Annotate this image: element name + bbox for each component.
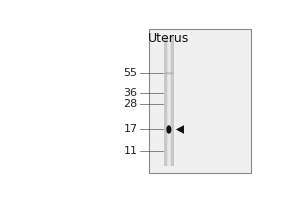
Bar	[164, 36, 173, 166]
Text: 17: 17	[123, 124, 137, 134]
Polygon shape	[176, 125, 184, 134]
Text: 55: 55	[124, 68, 137, 78]
Text: 36: 36	[124, 88, 137, 98]
Bar	[149, 29, 251, 173]
Text: Uterus: Uterus	[148, 32, 190, 45]
Text: 11: 11	[124, 146, 137, 156]
Ellipse shape	[166, 125, 171, 134]
Bar	[168, 36, 170, 166]
Text: 28: 28	[123, 99, 137, 109]
Bar	[167, 36, 171, 166]
Ellipse shape	[164, 72, 173, 75]
